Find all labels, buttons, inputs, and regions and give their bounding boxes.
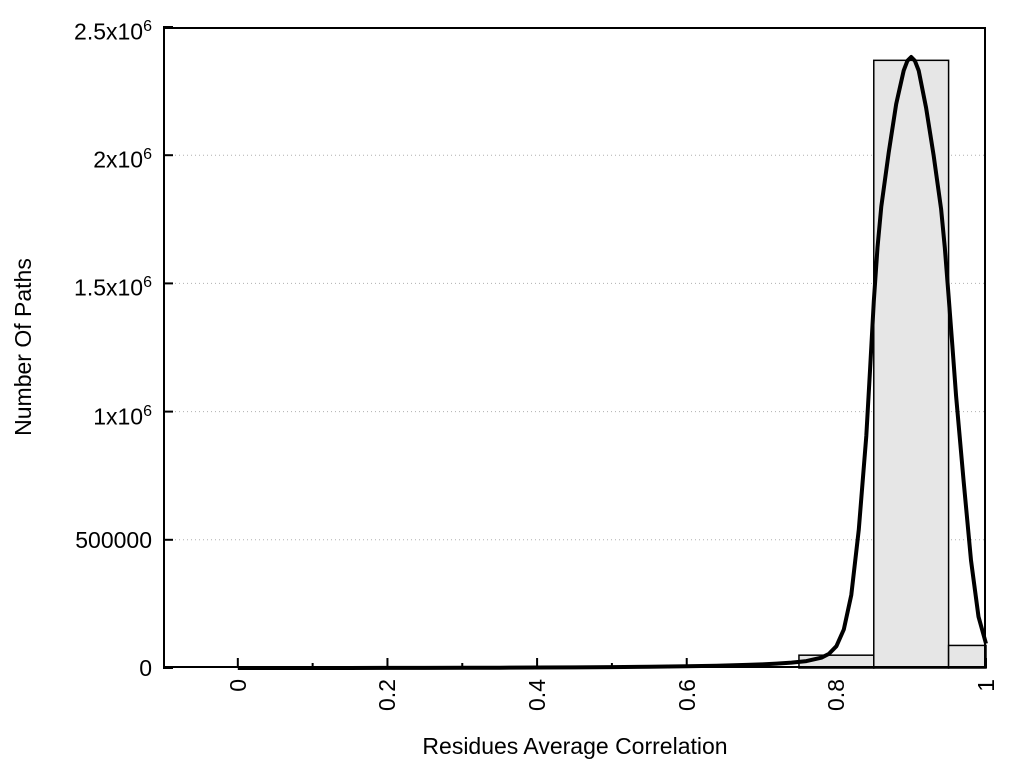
x-tick-label: 0 bbox=[224, 679, 251, 692]
x-tick-label: 1 bbox=[973, 679, 999, 692]
x-tick-label: 0.4 bbox=[524, 679, 551, 711]
histogram-bar bbox=[873, 59, 950, 669]
histogram-plot bbox=[163, 26, 988, 670]
x-tick-label: 0.6 bbox=[673, 679, 700, 711]
plot-area bbox=[163, 26, 988, 670]
y-tick-label: 1.5x106 bbox=[74, 274, 152, 302]
x-axis-title: Residues Average Correlation bbox=[422, 733, 728, 759]
y-tick-label: 0 bbox=[139, 655, 152, 681]
y-tick-label: 2.5x106 bbox=[74, 18, 152, 45]
x-tick-label: 0.8 bbox=[823, 679, 850, 711]
y-tick-label: 500000 bbox=[75, 526, 152, 553]
y-tick-label: 2x106 bbox=[93, 146, 152, 173]
x-tick-label: 0.2 bbox=[374, 679, 401, 711]
plot-border bbox=[163, 27, 986, 668]
histogram-bar bbox=[947, 644, 987, 669]
y-tick-label: 1x106 bbox=[93, 402, 152, 430]
fit-curve bbox=[237, 55, 988, 670]
